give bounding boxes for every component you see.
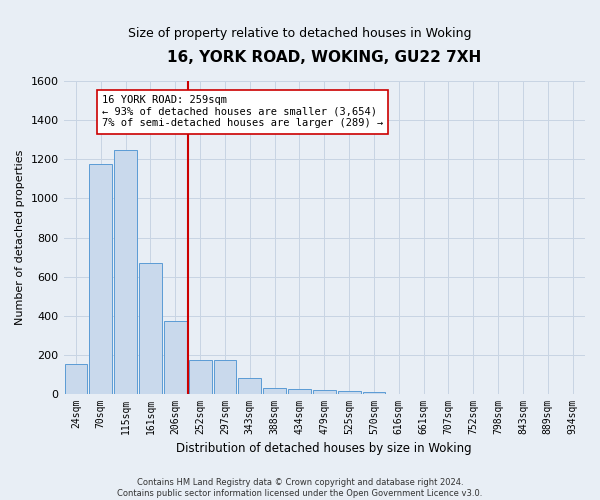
Bar bbox=[114, 150, 137, 394]
Bar bbox=[188, 360, 212, 394]
Bar bbox=[338, 390, 361, 394]
Y-axis label: Number of detached properties: Number of detached properties bbox=[15, 150, 25, 325]
Bar bbox=[89, 164, 112, 394]
Text: Contains HM Land Registry data © Crown copyright and database right 2024.
Contai: Contains HM Land Registry data © Crown c… bbox=[118, 478, 482, 498]
Bar bbox=[65, 364, 88, 394]
X-axis label: Distribution of detached houses by size in Woking: Distribution of detached houses by size … bbox=[176, 442, 472, 455]
Text: Size of property relative to detached houses in Woking: Size of property relative to detached ho… bbox=[128, 28, 472, 40]
Bar bbox=[214, 360, 236, 394]
Bar bbox=[288, 388, 311, 394]
Text: 16 YORK ROAD: 259sqm
← 93% of detached houses are smaller (3,654)
7% of semi-det: 16 YORK ROAD: 259sqm ← 93% of detached h… bbox=[102, 95, 383, 128]
Bar bbox=[139, 263, 162, 394]
Bar bbox=[362, 392, 385, 394]
Bar bbox=[238, 378, 261, 394]
Bar bbox=[263, 388, 286, 394]
Title: 16, YORK ROAD, WOKING, GU22 7XH: 16, YORK ROAD, WOKING, GU22 7XH bbox=[167, 50, 481, 65]
Bar bbox=[164, 322, 187, 394]
Bar bbox=[313, 390, 335, 394]
